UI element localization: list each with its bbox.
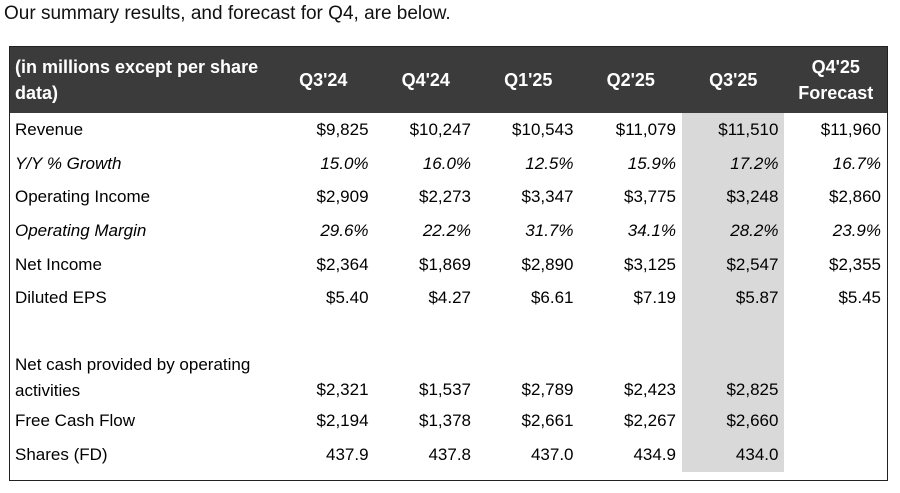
table-row-revenue: Revenue $9,825 $10,247 $10,543 $11,079 $… [10, 113, 887, 147]
table-cell: $3,775 [623, 187, 676, 207]
table-cell: $3,347 [521, 187, 574, 207]
table-cell: $2,890 [521, 254, 574, 274]
table-cell: 31.7% [525, 220, 574, 240]
table-cell: $1,537 [419, 380, 472, 400]
table-cell [477, 315, 579, 340]
table-cell: 15.0% [320, 153, 369, 173]
table-cell: $1,378 [419, 410, 472, 430]
table-header-row: (in millions except per share data) Q3'2… [10, 47, 887, 113]
table-cell: $4.27 [428, 288, 472, 308]
table-cell: 437.9 [325, 444, 369, 464]
table-cell: 34.1% [627, 220, 676, 240]
table-cell [784, 438, 887, 472]
column-header-q4-24: Q4'24 [374, 47, 478, 113]
table-spacer-row [10, 315, 887, 341]
table-cell: 437.0 [530, 444, 574, 464]
table-cell-highlighted: $2,660 [681, 404, 785, 438]
table-cell: $5.40 [325, 288, 369, 308]
table-cell [272, 315, 374, 340]
table-cell-highlighted: 434.0 [681, 437, 785, 472]
table-row-operating-margin: Operating Margin 29.6% 22.2% 31.7% 34.1%… [10, 214, 887, 248]
table-row-operating-income: Operating Income $2,909 $2,273 $3,347 $3… [10, 180, 887, 215]
table-cell: $2,273 [419, 187, 472, 207]
table-cell: $5.45 [838, 288, 881, 308]
table-cell: $2,321 [316, 380, 369, 400]
table-cell: $2,355 [829, 254, 881, 274]
table-cell: $2,423 [623, 380, 676, 400]
column-header-q3-24: Q3'24 [272, 47, 375, 113]
row-label: Diluted EPS [15, 288, 107, 308]
table-cell-highlighted [681, 315, 785, 341]
table-cell-highlighted: 28.2% [681, 214, 785, 248]
table-cell: $2,909 [316, 187, 369, 207]
table-cell: 16.0% [422, 153, 472, 173]
table-cell-highlighted: $3,248 [681, 180, 785, 215]
summary-results-table: (in millions except per share data) Q3'2… [9, 46, 888, 481]
column-header-q4-25-forecast: Q4'25 Forecast [784, 47, 887, 113]
table-row-diluted-eps: Diluted EPS $5.40 $4.27 $6.61 $7.19 $5.8… [10, 281, 887, 316]
table-cell-highlighted: $11,510 [681, 113, 785, 147]
table-cell: $2,661 [521, 410, 574, 430]
table-cell: $11,079 [615, 119, 676, 139]
table-cell: $2,860 [829, 187, 881, 207]
row-label: Revenue [15, 119, 84, 139]
row-label: Net Income [15, 254, 102, 274]
table-cell: 12.5% [525, 153, 574, 173]
table-row-net-cash-operating: Net cash provided by operating activitie… [10, 340, 887, 405]
table-cell: 23.9% [832, 220, 881, 240]
row-label: Y/Y % Growth [15, 153, 122, 173]
table-cell: $11,960 [820, 119, 881, 139]
table-cell [580, 315, 682, 340]
table-row-shares-fd: Shares (FD) 437.9 437.8 437.0 434.9 434.… [10, 437, 887, 472]
table-cell [784, 340, 887, 404]
table-cell [784, 315, 887, 340]
row-label: Net cash provided by operating activitie… [15, 355, 251, 401]
table-cell: $9,825 [316, 119, 369, 139]
table-cell: $2,364 [316, 254, 369, 274]
table-cell: $10,247 [409, 119, 472, 139]
table-cell: $2,267 [623, 410, 676, 430]
table-row-yy-growth: Y/Y % Growth 15.0% 16.0% 12.5% 15.9% 17.… [10, 146, 887, 181]
table-cell-highlighted: $2,547 [681, 247, 785, 282]
table-cell: $2,194 [316, 410, 369, 430]
table-row-free-cash-flow: Free Cash Flow $2,194 $1,378 $2,661 $2,2… [10, 404, 887, 438]
table-cell: $3,125 [623, 254, 676, 274]
table-cell [375, 315, 477, 340]
table-cell: $2,789 [521, 380, 574, 400]
label-column-header: (in millions except per share data) [10, 47, 273, 113]
intro-text: Our summary results, and forecast for Q4… [4, 3, 451, 24]
row-label: Operating Margin [15, 220, 147, 240]
column-header-q3-25: Q3'25 [681, 47, 785, 113]
table-cell: 16.7% [832, 153, 881, 173]
table-cell [10, 315, 272, 340]
table-cell-highlighted: $2,825 [681, 340, 785, 405]
table-cell: 22.2% [422, 220, 472, 240]
table-cell: 437.8 [428, 444, 472, 464]
table-cell: $1,869 [419, 254, 472, 274]
table-cell-highlighted: $5.87 [681, 281, 785, 316]
table-cell [784, 404, 887, 438]
row-label: Shares (FD) [15, 444, 108, 464]
table-cell-highlighted: 17.2% [681, 146, 785, 181]
table-cell: $7.19 [633, 288, 676, 308]
table-cell: 434.9 [633, 444, 676, 464]
table-cell: 29.6% [320, 220, 369, 240]
row-label: Operating Income [15, 187, 151, 207]
column-header-q1-25: Q1'25 [477, 47, 580, 113]
table-cell: $10,543 [512, 119, 574, 139]
table-cell: $6.61 [530, 288, 574, 308]
table-row-net-income: Net Income $2,364 $1,869 $2,890 $3,125 $… [10, 247, 887, 282]
row-label: Free Cash Flow [15, 410, 135, 430]
column-header-q2-25: Q2'25 [579, 47, 682, 113]
table-cell: 15.9% [627, 153, 676, 173]
